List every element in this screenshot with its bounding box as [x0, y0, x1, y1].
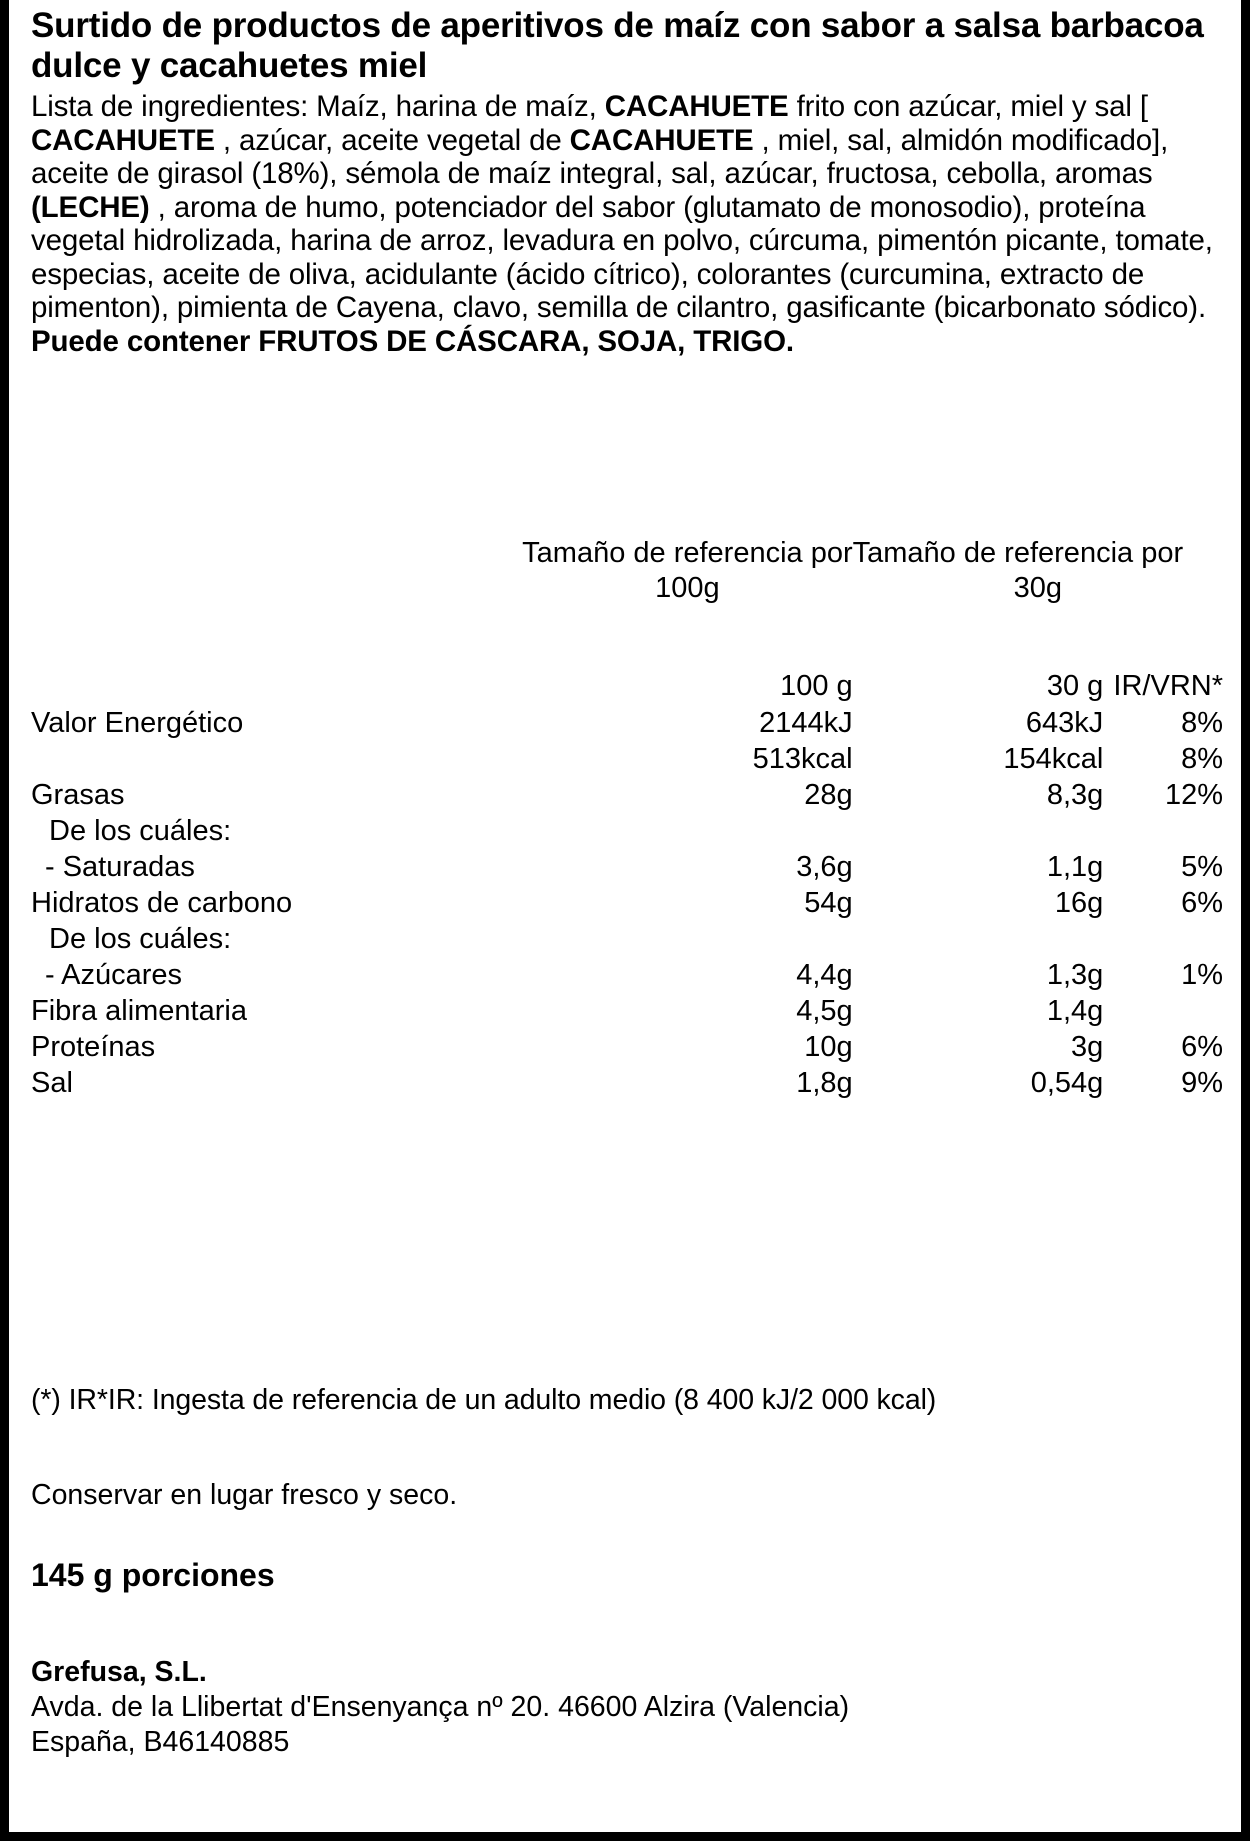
allergen-token: CACAHUETE [31, 123, 215, 157]
table-row: Valor Energético 2144kJ 643kJ 8% [31, 705, 1223, 741]
value-per-30g: 1,3g [1046, 959, 1104, 991]
value-per-30g [853, 921, 1104, 957]
column-header-percent: IR/VRN* [1113, 670, 1223, 702]
value-percent-ir [1103, 921, 1223, 957]
value-percent-ir: 1% [1181, 959, 1223, 991]
nutrient-name: Valor Energético [31, 707, 244, 739]
value-per-100g: 4,5g [796, 995, 853, 1027]
reference-header-100g-line2: 100g [655, 572, 720, 604]
label-content: Surtido de productos de aperitivos de ma… [9, 0, 1241, 1832]
value-per-30g: 8,3g [1046, 779, 1104, 811]
nutrient-name: Fibra alimentaria [31, 995, 247, 1027]
value-percent-ir: 8% [1181, 707, 1223, 739]
reference-header-30g: Tamaño de referencia por 30g [853, 535, 1223, 615]
column-header-name [31, 667, 522, 705]
value-percent-ir: 6% [1181, 1031, 1223, 1063]
value-per-30g: 16g [1054, 887, 1104, 919]
manufacturer-name: Grefusa, S.L. [31, 1656, 207, 1688]
net-weight-portions: 145 g porciones [31, 1557, 275, 1593]
table-row: Sal 1,8g 0,54g 9% [31, 1065, 1223, 1101]
value-percent-ir: 8% [1181, 743, 1223, 775]
value-per-100g [522, 813, 852, 849]
table-spacer-cell [31, 615, 1223, 667]
manufacturer-country-tax-id: España, B46140885 [31, 1726, 290, 1758]
table-row: Proteínas 10g 3g 6% [31, 1029, 1223, 1065]
allergen-warning: Puede contener FRUTOS DE CÁSCARA, SOJA, … [31, 324, 794, 358]
ingredients-body: Lista de ingredientes: Maíz, harina de m… [31, 90, 1213, 324]
nutrient-name: - Saturadas [45, 851, 195, 883]
value-per-100g: 1,8g [796, 1067, 853, 1099]
value-per-30g: 0,54g [1030, 1067, 1104, 1099]
nutrient-name: Hidratos de carbono [31, 887, 293, 919]
allergen-token: CACAHUETE [569, 123, 754, 157]
nutrient-name: Proteínas [31, 1031, 156, 1063]
storage-instructions: Conservar en lugar fresco y seco. [31, 1479, 458, 1511]
value-percent-ir: 6% [1181, 887, 1223, 919]
value-per-30g: 643kJ [1025, 707, 1104, 739]
value-per-100g: 513kcal [752, 743, 853, 775]
nutrient-name: Sal [31, 1067, 73, 1099]
page-title: Surtido de productos de aperitivos de ma… [31, 6, 1204, 85]
table-row: - Azúcares 4,4g 1,3g 1% [31, 957, 1223, 993]
nutrition-facts-block: Tamaño de referencia por 100g Tamaño de … [31, 535, 1223, 1101]
table-spacer-row [31, 615, 1223, 667]
nutrient-name [31, 741, 522, 777]
manufacturer-address: Avda. de la Llibertat d'Ensenyança nº 20… [31, 1691, 850, 1723]
value-per-100g [522, 921, 852, 957]
nutrient-name: De los cuáles: [49, 815, 232, 847]
table-row: De los cuáles: [31, 921, 1223, 957]
value-per-100g: 10g [804, 1031, 853, 1063]
reference-intake-footnote: (*) IR*IR: Ingesta de referencia de un a… [31, 1384, 937, 1416]
column-header-row: 100 g 30 g IR/VRN* [31, 667, 1223, 705]
reference-header-100g: Tamaño de referencia por 100g [522, 535, 852, 615]
column-header-per-30g: 30 g [1046, 670, 1104, 702]
column-header-per-100g: 100 g [780, 670, 853, 702]
value-per-100g: 28g [804, 779, 853, 811]
table-row: De los cuáles: [31, 813, 1223, 849]
value-per-30g [853, 813, 1104, 849]
value-per-30g: 154kcal [1003, 743, 1104, 775]
reference-header-30g-line2: 30g [1013, 572, 1063, 604]
reference-header-spacer [31, 535, 522, 615]
value-per-30g: 1,4g [1046, 995, 1104, 1027]
table-row: Fibra alimentaria 4,5g 1,4g [31, 993, 1223, 1029]
allergen-token: CACAHUETE [604, 90, 789, 123]
nutrient-name: - Azúcares [45, 959, 182, 991]
value-percent-ir: 9% [1181, 1067, 1223, 1099]
table-row: 513kcal 154kcal 8% [31, 741, 1223, 777]
nutrient-name: De los cuáles: [49, 923, 232, 955]
reference-header-30g-line1: Tamaño de referencia por [852, 537, 1184, 569]
table-row: Grasas 28g 8,3g 12% [31, 777, 1223, 813]
reference-header-100g-line1: Tamaño de referencia por [522, 537, 853, 569]
allergen-token: (LECHE) [31, 190, 150, 224]
table-row: - Saturadas 3,6g 1,1g 5% [31, 849, 1223, 885]
value-percent-ir [1103, 993, 1223, 1029]
value-per-30g: 3g [1071, 1031, 1104, 1063]
nutrient-name: Grasas [31, 779, 125, 811]
nutrition-table: Tamaño de referencia por 100g Tamaño de … [31, 535, 1223, 1101]
value-percent-ir: 12% [1164, 779, 1223, 811]
value-per-100g: 3,6g [796, 851, 853, 883]
reference-size-header-row: Tamaño de referencia por 100g Tamaño de … [31, 535, 1223, 615]
value-percent-ir [1103, 813, 1223, 849]
ingredients-list: Lista de ingredientes: Maíz, harina de m… [31, 86, 1223, 358]
value-per-100g: 54g [804, 887, 853, 919]
table-row: Hidratos de carbono 54g 16g 6% [31, 885, 1223, 921]
value-percent-ir: 5% [1181, 851, 1223, 883]
value-per-30g: 1,1g [1046, 851, 1104, 883]
value-per-100g: 2144kJ [759, 707, 853, 739]
manufacturer-block: Grefusa, S.L. Avda. de la Llibertat d'En… [31, 1655, 849, 1760]
value-per-100g: 4,4g [796, 959, 853, 991]
